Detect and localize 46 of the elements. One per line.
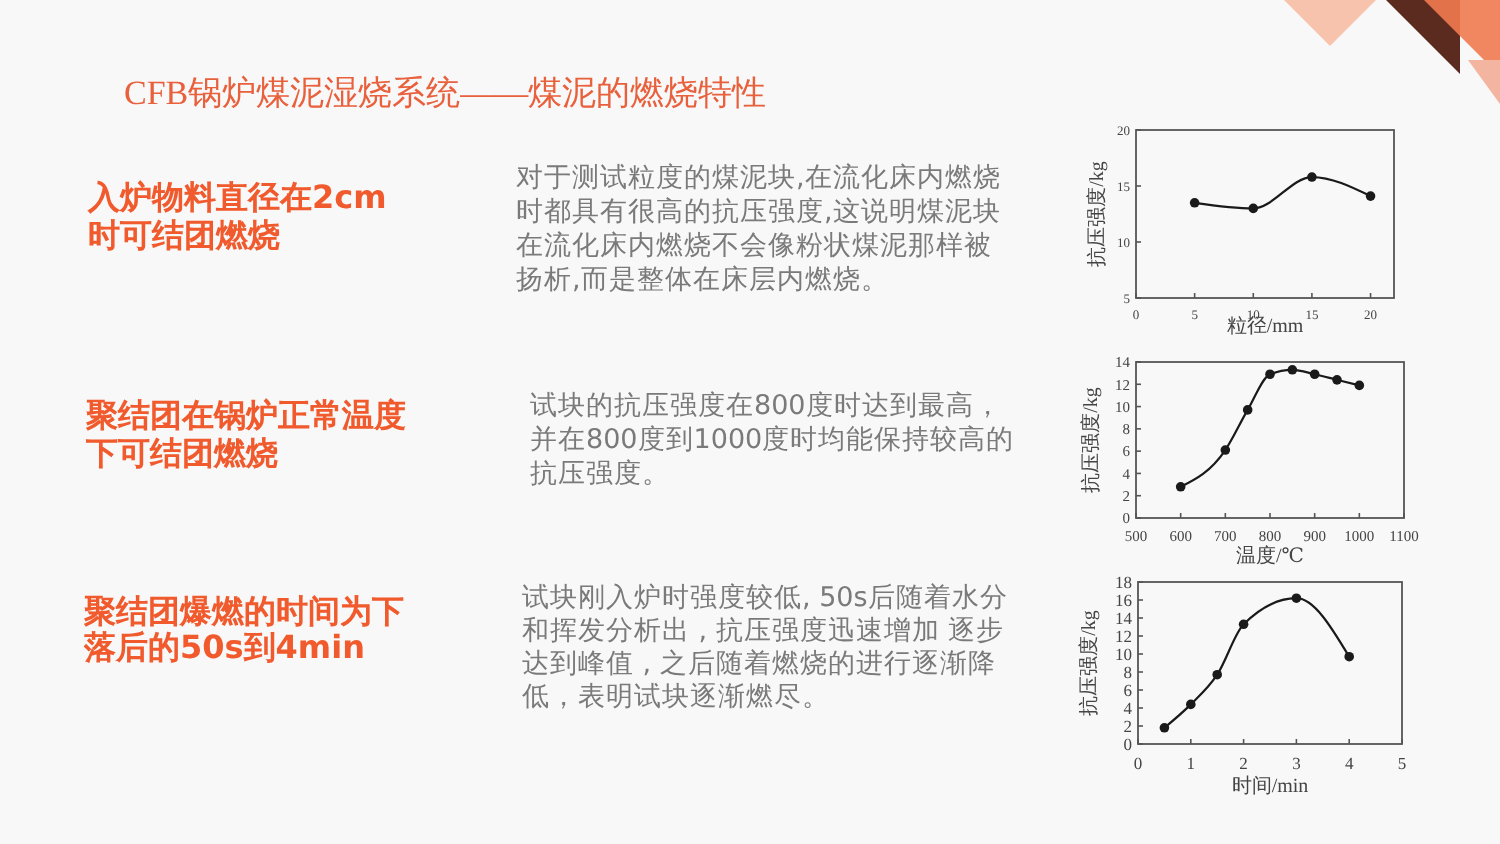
text: 聚结团爆燃的时间为下落后的50s到4min <box>82 592 404 666</box>
text: 入炉物料直径在2cm时可结团燃烧 <box>86 178 387 254</box>
point <box>1309 369 1320 380</box>
y-tick-label: 12 <box>1115 625 1132 646</box>
point <box>1175 482 1186 492</box>
y-tick-label: 4 <box>1123 697 1134 718</box>
x-tick-label: 5 <box>1397 753 1407 773</box>
y-tick-label: 16 <box>1115 589 1132 610</box>
point <box>1238 619 1249 630</box>
point <box>1365 191 1376 201</box>
point <box>1186 699 1196 710</box>
y-tick-label: 6 <box>1123 679 1132 700</box>
y-tick-label: 10 <box>1115 643 1132 664</box>
point <box>1212 669 1222 680</box>
x-tick-label: 1 <box>1186 753 1196 773</box>
x-tick-label: 2 <box>1239 753 1248 773</box>
x-axis-title: 时间/min <box>1231 774 1309 798</box>
point <box>1287 365 1298 375</box>
y-axis-title: 抗压强度/kg <box>1079 387 1103 493</box>
x-tick-label: 4 <box>1344 753 1355 773</box>
y-axis-title: 抗压强度/kg <box>1085 161 1109 267</box>
text: CFB锅炉煤泥湿烧系统——煤泥的燃烧特性 <box>124 74 767 112</box>
point <box>1344 651 1354 662</box>
point <box>1332 375 1342 385</box>
y-tick-label: 14 <box>1115 607 1134 628</box>
point <box>1189 198 1200 208</box>
y-tick-label: 18 <box>1115 571 1132 592</box>
text: 试块的抗压强度在800度时达到最高，并在800度到1000度时均能保持较高的抗压强度。 <box>530 390 1015 490</box>
x-tick-label: 3 <box>1292 753 1301 773</box>
text: 对于测试粒度的煤泥块,在流化床内燃烧时都具有很高的抗压强度,这说明煤泥块在流化床内燃烧不会像粉状煤泥那样被扬析,而是整体在床层内燃烧。 <box>516 162 1001 296</box>
point <box>1354 380 1365 391</box>
y-tick-label: 0 <box>1123 733 1132 754</box>
text: 试块刚入炉时强度较低, 50s后随着水分和挥发分析出 , 抗压强度迅速增加 逐步达到峰值 , 之后随着燃烧的进行逐渐降低，表明试块逐渐燃尽。 <box>522 582 1008 713</box>
y-tick-label: 2 <box>1123 715 1132 736</box>
x-axis-title: 粒径/mm <box>1226 316 1304 338</box>
text: 聚结团在锅炉正常温度下可结团燃烧 <box>84 396 406 472</box>
point <box>1307 172 1317 182</box>
point <box>1220 445 1231 455</box>
point <box>1248 203 1259 214</box>
point <box>1265 369 1275 380</box>
point <box>1159 723 1170 733</box>
y-tick-label: 8 <box>1123 661 1132 682</box>
x-axis-title: 温度/℃ <box>1236 544 1304 568</box>
point <box>1242 405 1253 415</box>
y-axis-title: 抗压强度/kg <box>1077 610 1101 716</box>
point <box>1291 593 1302 603</box>
